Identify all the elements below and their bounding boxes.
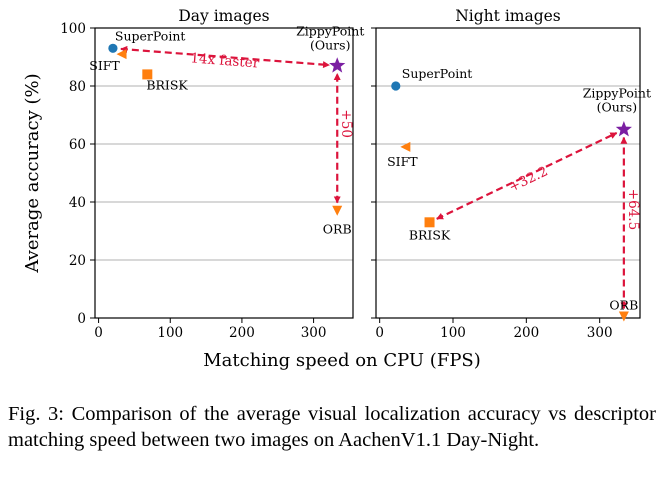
label-line: BRISK: [146, 77, 188, 92]
y-tick-label-60: 60: [69, 137, 86, 153]
zippypoint-label: ZippyPoint (Ours): [296, 24, 364, 53]
y-tick-label-80: 80: [69, 79, 86, 95]
x-tick-label-200: 200: [513, 325, 539, 341]
label-line: SIFT: [387, 154, 418, 169]
label-line: SuperPoint: [115, 28, 185, 43]
label-line: (Ours): [310, 38, 350, 53]
x-tick-label-0: 0: [375, 325, 384, 341]
label-line: SIFT: [89, 58, 120, 73]
annotation-label: +64.5: [625, 189, 641, 230]
superpoint-point: [108, 43, 118, 53]
label-line: ORB: [609, 298, 638, 313]
label-line: ZippyPoint: [296, 24, 364, 39]
sift-label: SIFT: [387, 154, 418, 169]
y-tick-label-40: 40: [69, 195, 86, 211]
figure-caption: Fig. 3: Comparison of the average visual…: [8, 403, 656, 451]
orb-point: [618, 311, 629, 322]
label-line: SuperPoint: [402, 66, 473, 81]
label-line: BRISK: [409, 227, 451, 242]
superpoint-point: [391, 81, 401, 91]
label-line: ORB: [323, 222, 352, 237]
y-tick-label-100: 100: [60, 21, 86, 37]
zippypoint-label: ZippyPoint (Ours): [583, 86, 651, 115]
orb-point: [332, 205, 343, 216]
x-tick-label-300: 300: [301, 325, 327, 341]
orb-label: ORB: [609, 298, 638, 313]
brisk-label: BRISK: [409, 227, 451, 242]
panel-frame: [375, 27, 641, 319]
accuracy-vs-speed-figure: Day images 0 100 200 300 0 20 40 60 80 100 14x fast…: [22, 7, 651, 371]
superpoint-label: SuperPoint: [115, 28, 185, 43]
panel-title: Night images: [455, 7, 561, 25]
brisk-point: [142, 69, 153, 80]
zippypoint-point: [615, 121, 632, 137]
annotation-label: +32.2: [506, 163, 550, 195]
y-tick-label-20: 20: [69, 253, 86, 269]
superpoint-label: SuperPoint: [402, 66, 473, 81]
x-tick-label-100: 100: [440, 325, 466, 341]
panel-title: Day images: [178, 7, 269, 25]
panel-frame: [94, 27, 354, 319]
annotation-arrow: [120, 45, 330, 69]
brisk-label: BRISK: [146, 77, 188, 92]
panel-night: Night images 0 100 200 300 +32.2 +64.5 SuperPoi…: [371, 7, 651, 341]
sift-point: [116, 49, 127, 60]
x-tick-label-0: 0: [94, 325, 103, 341]
x-tick-label-200: 200: [229, 325, 255, 341]
sift-point: [400, 141, 411, 152]
annotation-label: 14x faster: [190, 50, 260, 71]
sift-label: SIFT: [89, 58, 120, 73]
annotation-label: +50: [338, 109, 354, 138]
x-axis-label: Matching speed on CPU (FPS): [203, 350, 481, 371]
panel-day: Day images 0 100 200 300 0 20 40 60 80 100 14x fast…: [60, 7, 364, 341]
y-tick-label-0: 0: [77, 311, 86, 327]
zippypoint-point: [329, 57, 346, 73]
x-tick-label-300: 300: [587, 325, 613, 341]
label-line: (Ours): [597, 100, 637, 115]
y-axis-label: Average accuracy (%): [22, 73, 43, 273]
x-tick-label-100: 100: [157, 325, 183, 341]
orb-label: ORB: [323, 222, 352, 237]
annotation-arrow: [436, 131, 618, 220]
brisk-point: [424, 217, 435, 228]
label-line: ZippyPoint: [583, 86, 651, 101]
